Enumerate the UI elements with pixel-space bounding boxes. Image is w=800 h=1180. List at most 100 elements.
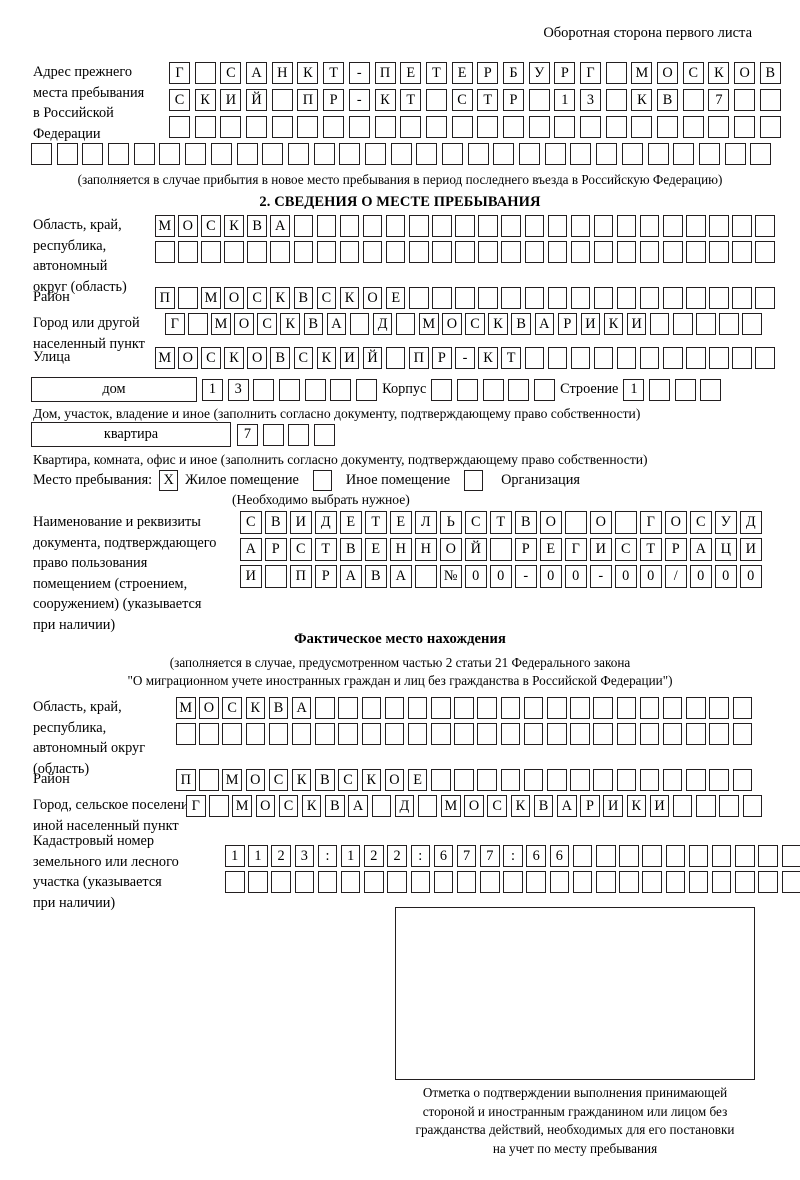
region-r1-cell-26[interactable] <box>732 215 752 237</box>
cadastral-r2-cell-25[interactable] <box>781 871 800 893</box>
actual-region-r1-cell-10[interactable] <box>384 697 405 719</box>
actual-city-cell-13[interactable]: О <box>464 795 484 817</box>
prev-address-r2-cell-20[interactable]: В <box>657 89 679 111</box>
actual-region-r2-cell-13[interactable] <box>454 723 474 745</box>
street-cell-13[interactable]: Р <box>432 347 452 369</box>
region-r2-cell-3[interactable] <box>201 241 221 263</box>
region-r1-cell-11[interactable] <box>385 215 406 237</box>
document-r1-cell-6[interactable]: Т <box>365 511 387 534</box>
cadastral-r1-cell-23[interactable] <box>735 845 755 867</box>
prev-address-r3-cell-24[interactable] <box>759 116 781 138</box>
prev-address-r1-cell-16[interactable]: Р <box>554 62 576 84</box>
document-r3-cell-21[interactable]: 0 <box>740 565 762 588</box>
actual-region-r1-cell-3[interactable]: С <box>222 697 242 719</box>
actual-region-r2-cell-9[interactable] <box>361 723 381 745</box>
prev-address-r2-cell-4[interactable]: Й <box>246 89 268 111</box>
actual-region-r1-cell-20[interactable] <box>616 697 637 719</box>
city-cell-17[interactable]: А <box>534 313 554 335</box>
document-r3-cell-20[interactable]: 0 <box>715 565 737 588</box>
region-r1-cell-16[interactable] <box>501 215 521 237</box>
document-r1-cell-7[interactable]: Е <box>390 511 412 534</box>
region-r2-cell-21[interactable] <box>616 241 637 263</box>
cadastral-r2-cell-21[interactable] <box>688 871 709 893</box>
prev-address-r3-cell-21[interactable] <box>682 116 704 138</box>
cadastral-row-2[interactable] <box>225 871 800 893</box>
prev-address-r2-cell-24[interactable] <box>759 89 781 111</box>
prev-address-r2-cell-9[interactable]: К <box>374 89 396 111</box>
prev-address-r3-cell-7[interactable] <box>323 116 345 138</box>
actual-city-cell-24[interactable] <box>719 795 739 817</box>
cadastral-r1-cell-2[interactable]: 1 <box>248 845 268 867</box>
street-cell-15[interactable]: К <box>478 347 498 369</box>
actual-region-r2-cell-23[interactable] <box>686 723 706 745</box>
prev-address-r1-cell-17[interactable]: Г <box>580 62 601 84</box>
street-cell-25[interactable] <box>709 347 729 369</box>
region-r1-cell-25[interactable] <box>709 215 729 237</box>
confirmation-stamp-box[interactable] <box>395 907 755 1080</box>
actual-region-r2-cell-5[interactable] <box>268 723 289 745</box>
prev-address-r3-cell-20[interactable] <box>657 116 679 138</box>
actual-region-r2-cell-21[interactable] <box>639 723 660 745</box>
region-r1-cell-21[interactable] <box>616 215 637 237</box>
district-cell-26[interactable] <box>732 287 752 309</box>
district-cell-19[interactable] <box>570 287 591 309</box>
document-r2-cell-8[interactable]: Н <box>415 538 437 561</box>
prev-address-r1-cell-20[interactable]: О <box>657 62 679 84</box>
prev-address-row-4[interactable] <box>31 143 772 165</box>
house-cell-6[interactable] <box>330 378 352 401</box>
street-cell-21[interactable] <box>616 347 637 369</box>
prev-address-r4-cell-9[interactable] <box>236 143 258 165</box>
prev-address-r2-cell-12[interactable]: С <box>451 89 473 111</box>
district-cell-11[interactable]: Е <box>385 287 406 309</box>
actual-district-cell-12[interactable] <box>431 769 451 791</box>
prev-address-r1-cell-21[interactable]: С <box>682 62 704 84</box>
actual-city-cell-1[interactable]: Г <box>186 795 206 817</box>
city-cell-21[interactable]: И <box>626 313 647 335</box>
prev-address-r4-cell-26[interactable] <box>673 143 695 165</box>
actual-city-cell-10[interactable]: Д <box>394 795 415 817</box>
district-cell-14[interactable] <box>455 287 475 309</box>
document-r1-cell-16[interactable] <box>615 511 637 534</box>
prev-address-r2-cell-10[interactable]: Т <box>400 89 422 111</box>
cadastral-r2-cell-10[interactable] <box>433 871 454 893</box>
prev-address-r1-cell-12[interactable]: Е <box>451 62 473 84</box>
document-r3-cell-17[interactable]: 0 <box>640 565 662 588</box>
document-r1-cell-2[interactable]: В <box>265 511 287 534</box>
document-r2-cell-18[interactable]: Р <box>665 538 687 561</box>
document-r1-cell-4[interactable]: Д <box>315 511 337 534</box>
prev-address-r2-cell-11[interactable] <box>425 89 447 111</box>
cadastral-r2-cell-23[interactable] <box>735 871 755 893</box>
district-cell-9[interactable]: К <box>339 287 360 309</box>
actual-district-cell-13[interactable] <box>454 769 474 791</box>
actual-region-row-2[interactable] <box>176 723 752 745</box>
prev-address-r2-cell-6[interactable]: П <box>297 89 319 111</box>
actual-district-cell-8[interactable]: С <box>338 769 358 791</box>
prev-address-r2-cell-17[interactable]: 3 <box>580 89 601 111</box>
region-r2-cell-15[interactable] <box>478 241 498 263</box>
prev-address-r1-cell-3[interactable]: С <box>220 62 242 84</box>
region-r2-cell-20[interactable] <box>593 241 614 263</box>
document-r3-cell-3[interactable]: П <box>290 565 312 588</box>
prev-address-r3-cell-22[interactable] <box>708 116 730 138</box>
prev-address-r4-cell-20[interactable] <box>519 143 541 165</box>
prev-address-r4-cell-6[interactable] <box>159 143 181 165</box>
document-r1-cell-19[interactable]: С <box>690 511 712 534</box>
district-cell-2[interactable] <box>178 287 198 309</box>
document-r3-cell-4[interactable]: Р <box>315 565 337 588</box>
actual-city-cell-6[interactable]: К <box>301 795 322 817</box>
prev-address-r4-cell-18[interactable] <box>467 143 489 165</box>
cadastral-r2-cell-3[interactable] <box>271 871 291 893</box>
document-r3-cell-15[interactable]: - <box>590 565 612 588</box>
document-r1-cell-8[interactable]: Л <box>415 511 437 534</box>
street-cell-17[interactable] <box>524 347 544 369</box>
region-r2-cell-10[interactable] <box>362 241 383 263</box>
street-cell-10[interactable]: Й <box>362 347 383 369</box>
region-r2-cell-26[interactable] <box>732 241 752 263</box>
district-cell-13[interactable] <box>432 287 452 309</box>
actual-city-cell-9[interactable] <box>371 795 391 817</box>
document-r2-cell-2[interactable]: Р <box>265 538 287 561</box>
prev-address-r2-cell-19[interactable]: К <box>631 89 653 111</box>
